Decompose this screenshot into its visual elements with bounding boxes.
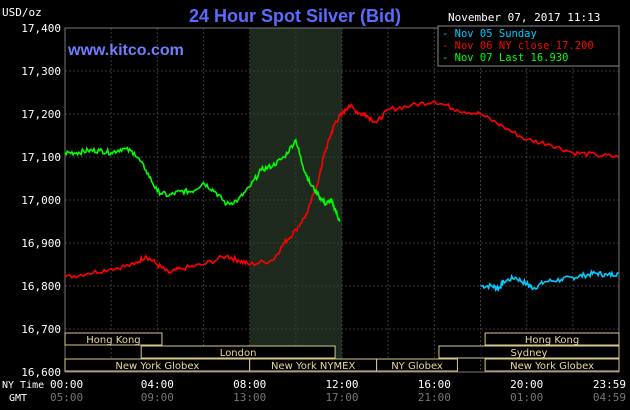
series-line-0 xyxy=(480,268,619,293)
y-tick-label: 17,100 xyxy=(21,151,61,164)
y-tick-label: 16,900 xyxy=(21,237,61,250)
x-tick-label-gmt: 04:59 xyxy=(593,391,626,404)
legend-entry: - Nov 07 Last 16.930 xyxy=(442,52,568,64)
chart-title: 24 Hour Spot Silver (Bid) xyxy=(189,6,401,26)
legend: - Nov 05 Sunday- Nov 06 NY close 17.200-… xyxy=(437,25,620,67)
x-tick-label-gmt: 05:00 xyxy=(50,391,83,404)
series-line-2 xyxy=(64,138,341,222)
timestamp: November 07, 2017 11:13 xyxy=(448,11,600,24)
y-tick-label: 16,800 xyxy=(21,280,61,293)
x-tick-label-ny: 20:00 xyxy=(510,378,543,391)
session-label: Hong Kong xyxy=(525,335,579,346)
session-box xyxy=(140,345,336,359)
x-tick-label-ny: 00:00 xyxy=(50,378,83,391)
session-label: Hong Kong xyxy=(86,335,140,346)
x-tick-label-gmt: 17:00 xyxy=(325,391,358,404)
legend-entry: - Nov 06 NY close 17.200 xyxy=(442,40,594,52)
legend-entry: - Nov 05 Sunday xyxy=(442,28,537,40)
legend-box xyxy=(437,25,620,67)
session-label: NY Globex xyxy=(391,361,443,372)
session-label: New York Globex xyxy=(510,361,594,372)
session-box xyxy=(376,358,458,372)
session-label: New York Globex xyxy=(115,361,199,372)
session-label: Sydney xyxy=(510,348,547,359)
series-line-1 xyxy=(64,100,619,280)
unit-label: USD/oz xyxy=(2,6,42,19)
x-tick-label-ny: 08:00 xyxy=(233,378,266,391)
x-tick-label-ny: 04:00 xyxy=(141,378,174,391)
session-box xyxy=(484,358,620,372)
session-box xyxy=(64,332,163,346)
session-box xyxy=(438,345,620,359)
y-tick-label: 17,300 xyxy=(21,65,61,78)
website-label: www.kitco.com xyxy=(67,42,184,59)
y-tick-label: 17,000 xyxy=(21,194,61,207)
x-tick-label-gmt: 21:00 xyxy=(418,391,451,404)
y-tick-label: 16,700 xyxy=(21,323,61,336)
y-tick-label: 17,400 xyxy=(21,22,61,35)
x-tick-label-gmt: 09:00 xyxy=(141,391,174,404)
session-box xyxy=(484,332,620,346)
x-tick-label-ny: 16:00 xyxy=(418,378,451,391)
session-label: New York NYMEX xyxy=(271,361,356,372)
plot-frame xyxy=(64,27,620,373)
x-tick-label-ny: 12:00 xyxy=(325,378,358,391)
y-tick-label: 17,200 xyxy=(21,108,61,121)
x-tick-label-gmt: 01:00 xyxy=(510,391,543,404)
ny-time-label: NY Time xyxy=(2,380,44,391)
y-tick-label: 16,600 xyxy=(21,366,61,379)
gmt-label: GMT xyxy=(9,393,27,404)
session-label: London xyxy=(220,348,257,359)
x-tick-label-gmt: 13:00 xyxy=(233,391,266,404)
x-tick-label-ny: 23:59 xyxy=(593,378,626,391)
